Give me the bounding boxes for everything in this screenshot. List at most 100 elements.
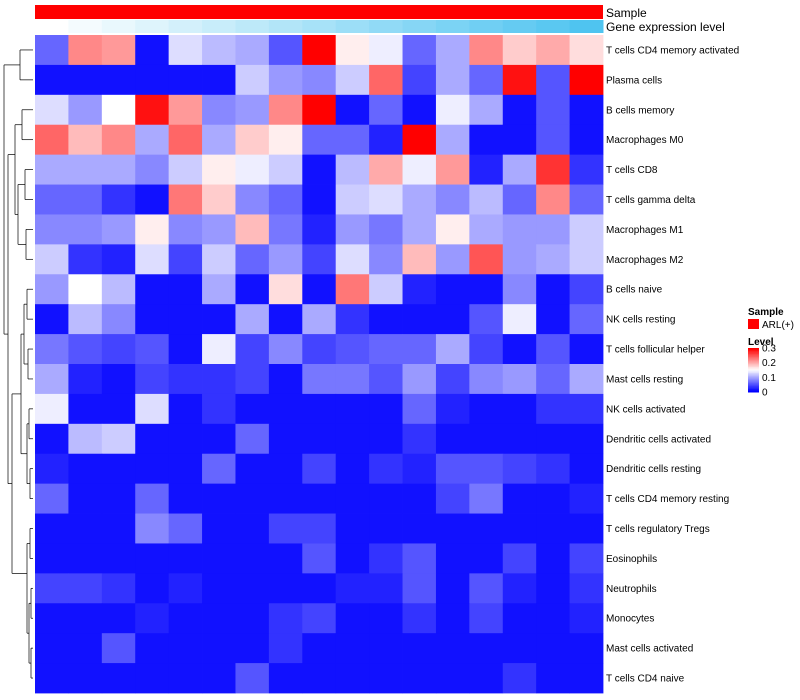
heatmap-cell xyxy=(335,154,370,185)
row-label: Plasma cells xyxy=(606,75,662,86)
heatmap-cell xyxy=(469,184,504,215)
heatmap-cell xyxy=(101,364,136,395)
heatmap-cell xyxy=(268,423,303,455)
heatmap-cell xyxy=(502,124,537,156)
heatmap-cell xyxy=(35,304,69,335)
heatmap-cell xyxy=(135,543,170,574)
heatmap-cell xyxy=(68,393,103,425)
heatmap-cell xyxy=(302,393,337,425)
heatmap-cell xyxy=(135,334,170,365)
expression-annotation-cell xyxy=(302,20,337,33)
heatmap-cell xyxy=(569,214,604,245)
legend-gradient-step xyxy=(748,371,759,374)
heatmap-cell xyxy=(235,663,270,694)
heatmap-cell xyxy=(502,64,537,96)
heatmap-cell xyxy=(235,304,270,335)
heatmap-cell xyxy=(135,154,170,185)
legend-gradient-step xyxy=(748,358,759,361)
heatmap-cell xyxy=(402,603,437,634)
heatmap-cell xyxy=(502,364,537,395)
row-label: Eosinophils xyxy=(606,554,657,565)
row-label: NK cells resting xyxy=(606,315,675,326)
heatmap-cell xyxy=(469,423,504,455)
expression-annotation-cell xyxy=(168,20,203,33)
heatmap-cell xyxy=(469,603,504,634)
expression-annotation-cell xyxy=(402,20,437,33)
heatmap-cell xyxy=(369,603,403,634)
heatmap-cell xyxy=(268,64,303,96)
legend-gradient-step xyxy=(748,375,759,378)
heatmap-cell xyxy=(402,453,437,485)
heatmap-cell xyxy=(35,35,69,66)
heatmap-cell xyxy=(68,124,103,156)
heatmap-cell xyxy=(35,423,69,455)
heatmap-cell xyxy=(569,543,604,574)
heatmap-cell xyxy=(335,214,370,245)
expression-annotation-cell xyxy=(202,20,236,33)
row-label: Monocytes xyxy=(606,614,654,625)
heatmap-cell xyxy=(502,423,537,455)
heatmap-cell xyxy=(536,244,570,275)
heatmap-cell xyxy=(268,543,303,574)
heatmap-cell xyxy=(268,334,303,365)
heatmap-cell xyxy=(369,364,403,395)
heatmap-cell xyxy=(168,124,203,156)
heatmap-cell xyxy=(202,35,236,66)
heatmap-cell xyxy=(536,35,570,66)
row-label: Dendritic cells activated xyxy=(606,434,711,445)
heatmap-cell xyxy=(168,35,203,66)
heatmap-cell xyxy=(168,663,203,694)
heatmap-cell xyxy=(536,393,570,425)
heatmap-cell xyxy=(369,274,403,305)
heatmap-cell xyxy=(168,64,203,96)
heatmap-cell xyxy=(235,124,270,156)
heatmap-cell xyxy=(202,543,236,574)
expression-annotation-cell xyxy=(536,20,571,33)
heatmap-cell xyxy=(302,543,337,574)
heatmap-cell xyxy=(268,453,303,485)
heatmap-cell xyxy=(469,124,504,156)
heatmap-cell xyxy=(302,663,337,694)
heatmap-cell xyxy=(369,633,403,664)
heatmap-cell xyxy=(536,603,570,634)
heatmap-cell xyxy=(68,274,103,305)
expression-annotation-cell xyxy=(469,20,504,33)
heatmap-cell xyxy=(435,35,470,66)
heatmap-cell xyxy=(335,573,370,604)
row-label: T cells CD4 memory activated xyxy=(606,45,739,56)
heatmap-cell xyxy=(402,393,437,425)
expression-annotation-label: Gene expression level xyxy=(606,20,725,34)
heatmap-cell xyxy=(68,663,103,694)
row-label: T cells CD8 xyxy=(606,165,658,176)
heatmap-cell xyxy=(168,184,203,215)
heatmap-cell xyxy=(268,513,303,544)
heatmap-cell xyxy=(502,573,537,604)
heatmap-cell xyxy=(335,334,370,365)
heatmap-cell xyxy=(402,154,437,185)
heatmap-cell xyxy=(168,244,203,275)
heatmap-cell xyxy=(569,304,604,335)
heatmap-cell xyxy=(68,214,103,245)
heatmap-cell xyxy=(135,633,170,664)
heatmap-cells xyxy=(35,35,604,694)
heatmap-cell xyxy=(202,453,236,485)
legend-tick-label: 0.3 xyxy=(762,344,776,355)
heatmap-cell xyxy=(435,423,470,455)
heatmap-cell xyxy=(335,423,370,455)
heatmap-cell xyxy=(135,35,170,66)
heatmap-cell xyxy=(135,663,170,694)
heatmap-cell xyxy=(469,64,504,96)
heatmap-cell xyxy=(35,663,69,694)
heatmap-cell xyxy=(569,663,604,694)
heatmap-cell xyxy=(469,94,504,126)
heatmap-cell xyxy=(536,154,570,185)
heatmap-cell xyxy=(268,184,303,215)
heatmap-cell xyxy=(469,364,504,395)
heatmap-cell xyxy=(435,214,470,245)
row-label: Macrophages M1 xyxy=(606,225,684,236)
heatmap-cell xyxy=(569,94,604,126)
heatmap-cell xyxy=(369,453,403,485)
heatmap-cell xyxy=(168,304,203,335)
heatmap-cell xyxy=(202,393,236,425)
